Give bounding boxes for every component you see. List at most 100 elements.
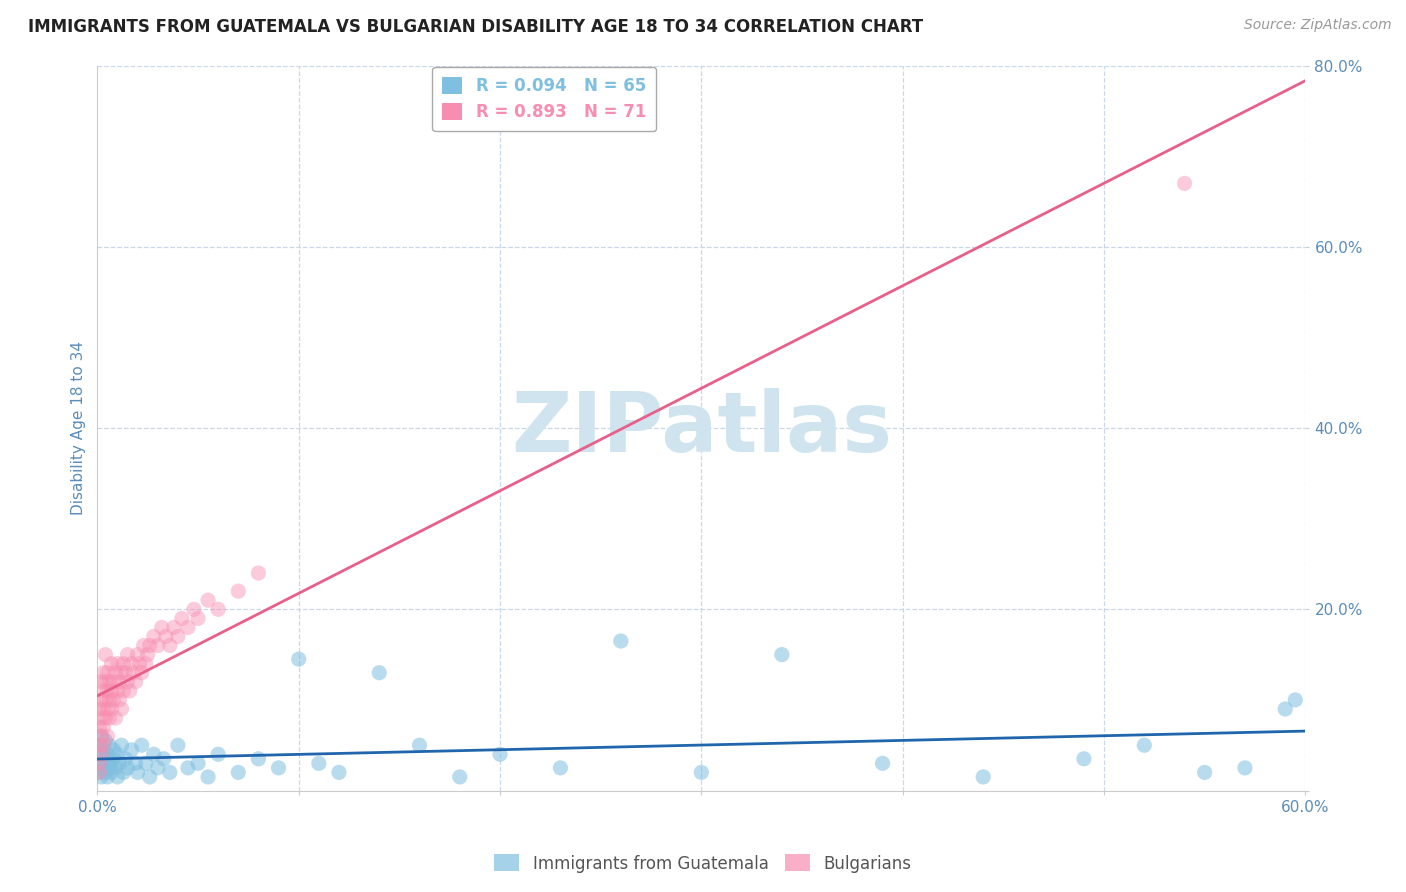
Point bbox=[267, 761, 290, 775]
Point bbox=[96, 684, 118, 698]
Point bbox=[489, 747, 512, 762]
Point bbox=[368, 665, 391, 680]
Point bbox=[142, 747, 165, 762]
Point bbox=[89, 756, 111, 771]
Point bbox=[103, 752, 125, 766]
Point bbox=[90, 693, 112, 707]
Point bbox=[117, 648, 139, 662]
Point bbox=[118, 684, 141, 698]
Y-axis label: Disability Age 18 to 34: Disability Age 18 to 34 bbox=[72, 341, 86, 515]
Point bbox=[121, 657, 143, 671]
Point bbox=[94, 674, 117, 689]
Point bbox=[117, 674, 139, 689]
Point bbox=[96, 665, 118, 680]
Point bbox=[94, 648, 117, 662]
Point bbox=[94, 693, 117, 707]
Point bbox=[197, 593, 219, 607]
Point bbox=[89, 702, 111, 716]
Point bbox=[1133, 738, 1156, 752]
Point bbox=[138, 770, 160, 784]
Point bbox=[138, 639, 160, 653]
Point bbox=[90, 674, 112, 689]
Point bbox=[93, 684, 115, 698]
Point bbox=[132, 639, 155, 653]
Point bbox=[89, 756, 111, 771]
Point bbox=[103, 743, 125, 757]
Point bbox=[159, 639, 181, 653]
Legend: Immigrants from Guatemala, Bulgarians: Immigrants from Guatemala, Bulgarians bbox=[488, 847, 918, 880]
Point bbox=[136, 648, 159, 662]
Point bbox=[96, 770, 118, 784]
Point bbox=[187, 756, 209, 771]
Point bbox=[93, 702, 115, 716]
Point bbox=[152, 752, 174, 766]
Point bbox=[972, 770, 994, 784]
Point bbox=[93, 665, 115, 680]
Point bbox=[100, 756, 122, 771]
Point bbox=[124, 756, 146, 771]
Legend: R = 0.094   N = 65, R = 0.893   N = 71: R = 0.094 N = 65, R = 0.893 N = 71 bbox=[433, 67, 657, 131]
Point bbox=[112, 657, 135, 671]
Point bbox=[770, 648, 793, 662]
Point bbox=[408, 738, 430, 752]
Point bbox=[107, 770, 129, 784]
Point bbox=[247, 752, 270, 766]
Point bbox=[98, 761, 121, 775]
Point bbox=[207, 602, 229, 616]
Point bbox=[104, 761, 127, 775]
Point bbox=[155, 630, 177, 644]
Point bbox=[872, 756, 894, 771]
Point bbox=[328, 765, 350, 780]
Point bbox=[89, 738, 111, 752]
Point bbox=[1173, 177, 1195, 191]
Point bbox=[690, 765, 713, 780]
Point bbox=[93, 738, 115, 752]
Point bbox=[1073, 752, 1095, 766]
Point bbox=[89, 738, 111, 752]
Point bbox=[98, 738, 121, 752]
Point bbox=[94, 765, 117, 780]
Point bbox=[93, 752, 115, 766]
Point bbox=[167, 630, 190, 644]
Point bbox=[114, 665, 136, 680]
Point bbox=[1274, 702, 1296, 716]
Point bbox=[100, 684, 122, 698]
Point bbox=[183, 602, 205, 616]
Point bbox=[108, 674, 131, 689]
Point bbox=[108, 693, 131, 707]
Point bbox=[96, 747, 118, 762]
Point bbox=[90, 729, 112, 743]
Point bbox=[103, 674, 125, 689]
Point bbox=[177, 620, 200, 634]
Point bbox=[177, 761, 200, 775]
Point bbox=[90, 711, 112, 725]
Point bbox=[146, 639, 169, 653]
Point bbox=[135, 657, 157, 671]
Point bbox=[110, 665, 132, 680]
Point bbox=[110, 738, 132, 752]
Point bbox=[104, 711, 127, 725]
Point bbox=[94, 733, 117, 747]
Point bbox=[93, 761, 115, 775]
Point bbox=[112, 684, 135, 698]
Point bbox=[107, 684, 129, 698]
Text: ZIPatlas: ZIPatlas bbox=[510, 387, 891, 468]
Point bbox=[98, 693, 121, 707]
Point bbox=[131, 665, 153, 680]
Point bbox=[128, 657, 150, 671]
Point bbox=[121, 743, 143, 757]
Point bbox=[112, 765, 135, 780]
Text: IMMIGRANTS FROM GUATEMALA VS BULGARIAN DISABILITY AGE 18 TO 34 CORRELATION CHART: IMMIGRANTS FROM GUATEMALA VS BULGARIAN D… bbox=[28, 18, 924, 36]
Point bbox=[96, 702, 118, 716]
Point bbox=[108, 756, 131, 771]
Point bbox=[287, 652, 309, 666]
Point bbox=[167, 738, 190, 752]
Point bbox=[100, 765, 122, 780]
Point bbox=[100, 657, 122, 671]
Point bbox=[103, 693, 125, 707]
Point bbox=[449, 770, 471, 784]
Point bbox=[98, 674, 121, 689]
Point bbox=[98, 711, 121, 725]
Point bbox=[104, 665, 127, 680]
Point bbox=[159, 765, 181, 780]
